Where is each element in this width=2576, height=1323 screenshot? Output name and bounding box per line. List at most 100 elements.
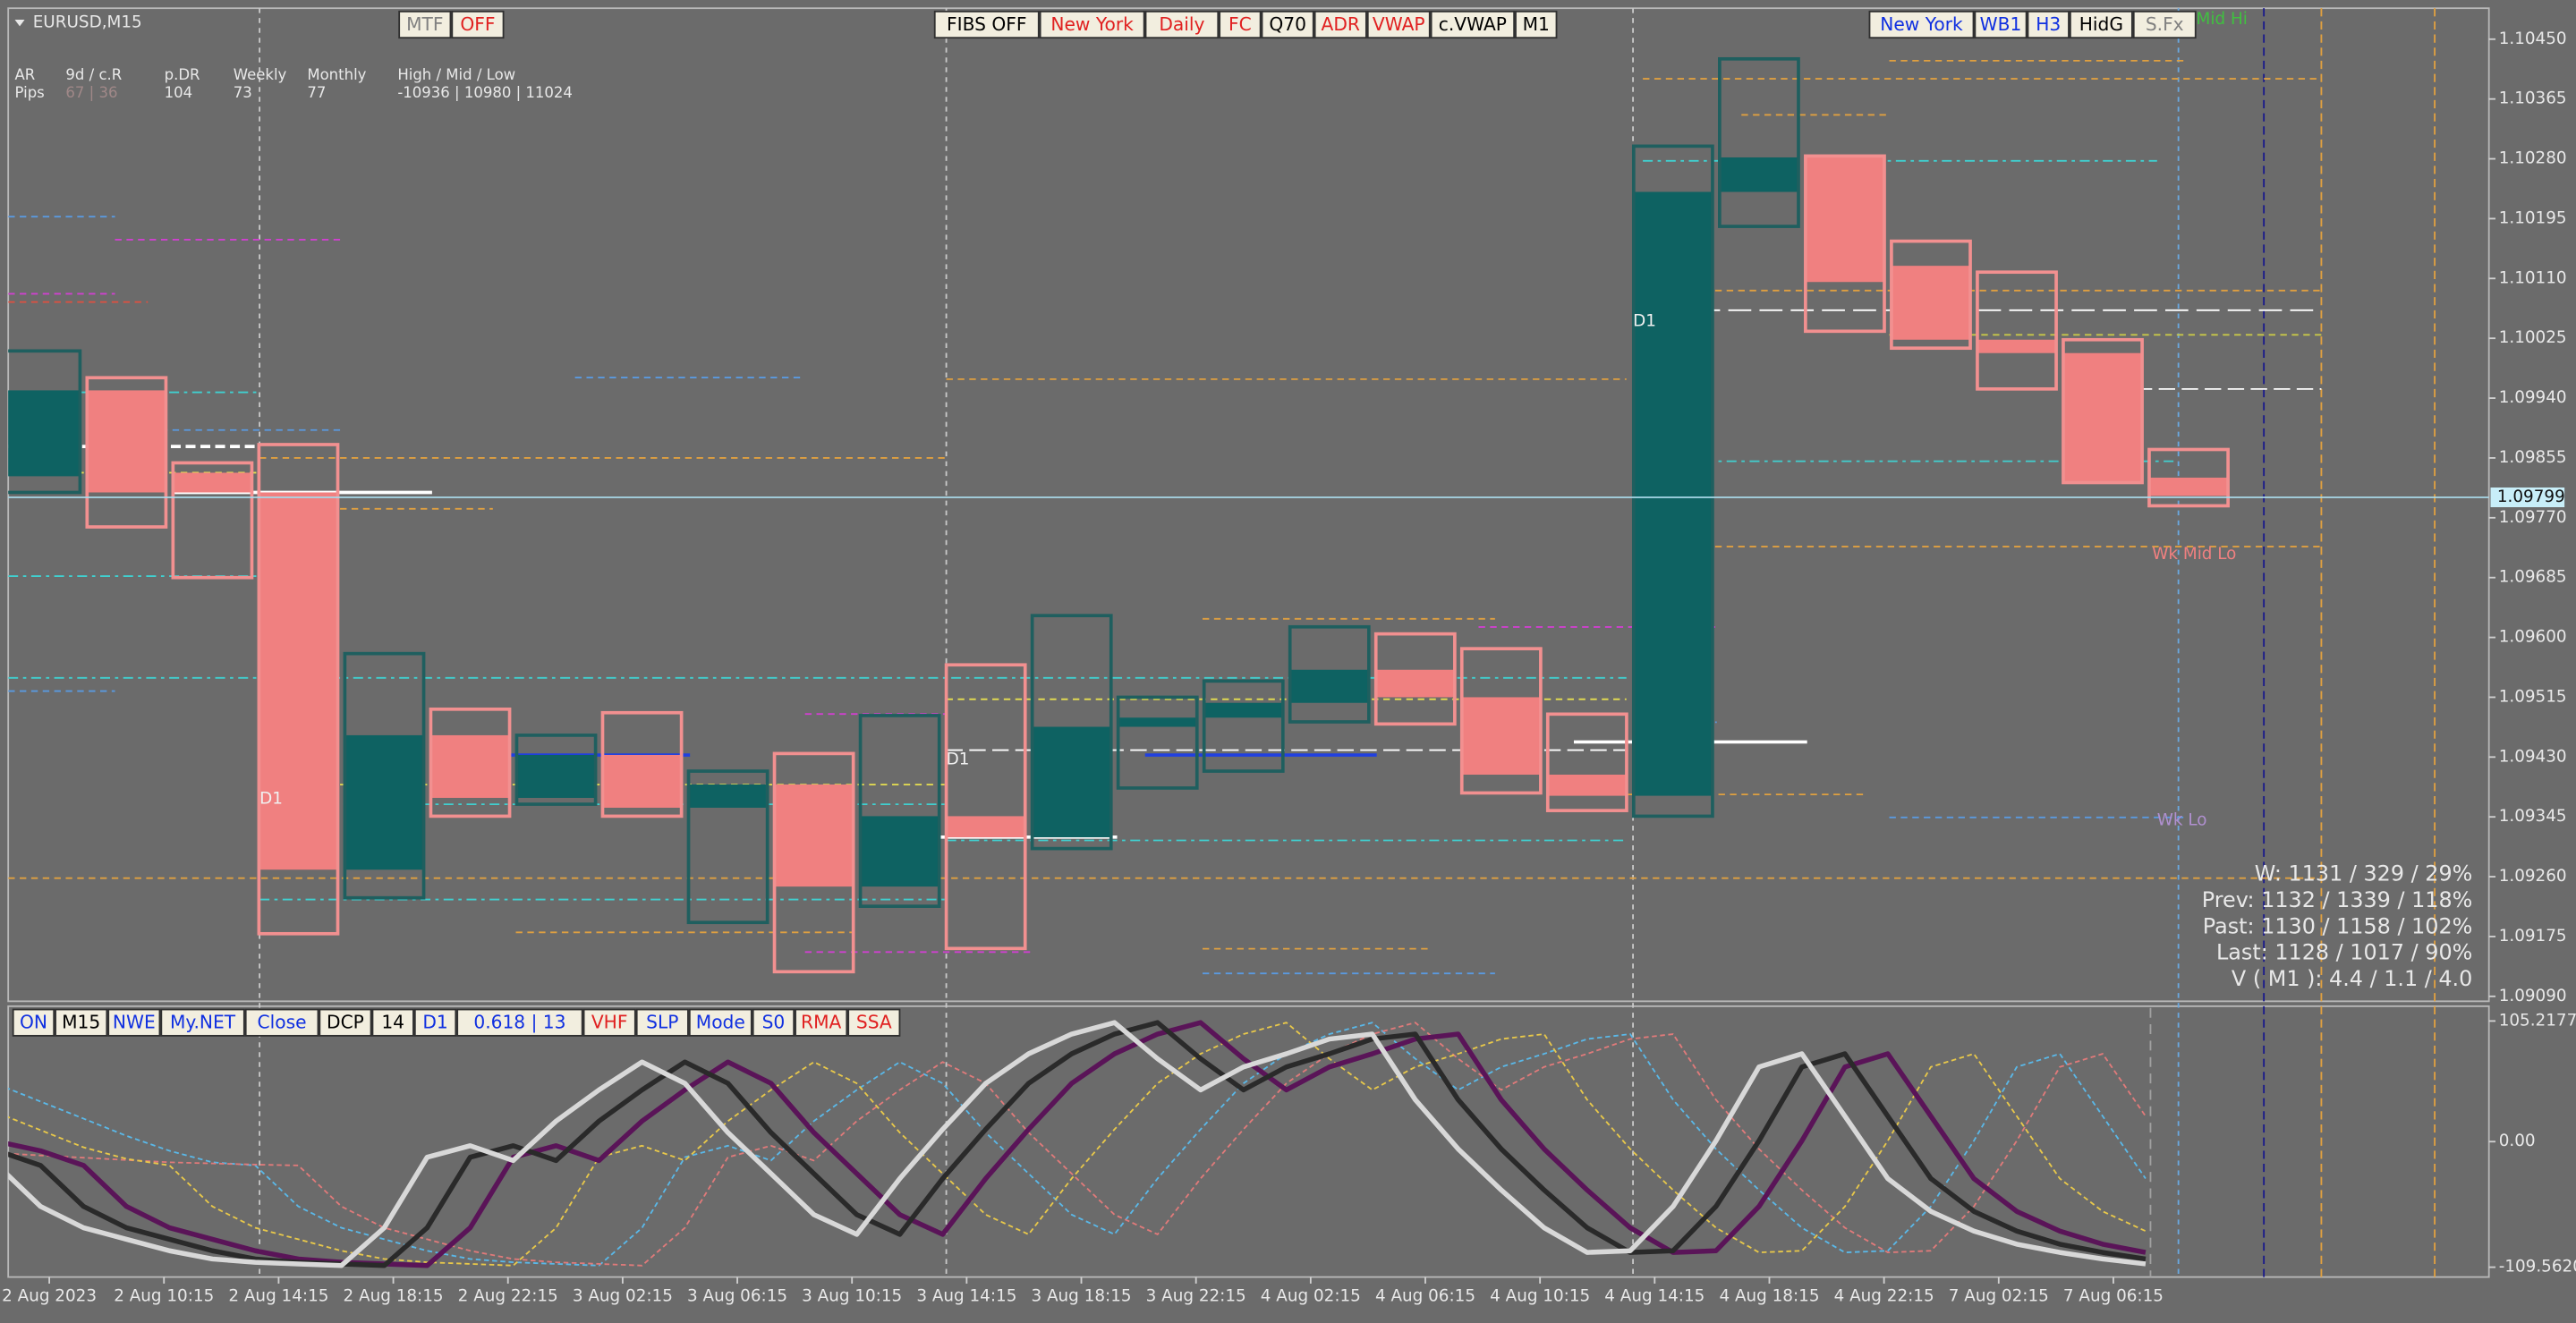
y-tick-label: 1.10280: [2499, 149, 2567, 168]
toolbar-button[interactable]: [1868, 10, 1975, 39]
toolbar-button-label[interactable]: ADR: [1322, 13, 1360, 35]
toolbar-button-label[interactable]: MTF: [406, 13, 443, 35]
toolbar-button-label[interactable]: S0: [762, 1012, 786, 1033]
candle-range: [171, 461, 254, 580]
stats-line: Past: 1130 / 1158 / 102%: [2203, 913, 2473, 938]
toolbar-button[interactable]: [688, 1008, 752, 1037]
chart-annotation: Wk Mid Lo: [2152, 545, 2236, 564]
toolbar-button[interactable]: [456, 1008, 583, 1037]
toolbar-button[interactable]: [1219, 10, 1262, 39]
candle-range: [2062, 337, 2144, 485]
toolbar-button-label[interactable]: SLP: [646, 1012, 678, 1033]
toolbar-button[interactable]: [1314, 10, 1367, 39]
toolbar-button[interactable]: [582, 1008, 636, 1037]
toolbar-button[interactable]: [635, 1008, 689, 1037]
x-tick-label: 4 Aug 06:15: [1375, 1287, 1475, 1306]
x-tick-label: 2 Aug 2023: [2, 1287, 97, 1306]
toolbar-button[interactable]: [398, 10, 452, 39]
toolbar-button-label[interactable]: 14: [381, 1012, 404, 1033]
candle-range: [1288, 624, 1371, 724]
toolbar-button-label[interactable]: VHF: [591, 1012, 628, 1033]
y-tick-label: 1.10110: [2499, 268, 2567, 287]
toolbar-button[interactable]: [847, 1008, 901, 1037]
candle-body: [1118, 717, 1197, 727]
toolbar-button[interactable]: [1515, 10, 1558, 39]
x-tick-label: 3 Aug 14:15: [916, 1287, 1016, 1306]
toolbar-button-label[interactable]: D1: [422, 1012, 447, 1033]
toolbar-button-label[interactable]: NWE: [113, 1012, 156, 1033]
toolbar-button[interactable]: [933, 10, 1040, 39]
toolbar-button-label[interactable]: 0.618 | 13: [473, 1012, 565, 1033]
toolbar-button-label[interactable]: SSA: [856, 1012, 892, 1033]
toolbar-button[interactable]: [12, 1008, 55, 1037]
candle-range: [85, 376, 168, 529]
info-value: 73: [234, 84, 252, 101]
toolbar-button-label[interactable]: ON: [20, 1012, 47, 1033]
toolbar-button-label[interactable]: FIBS OFF: [947, 13, 1026, 35]
toolbar-button-label[interactable]: Q70: [1269, 13, 1306, 35]
toolbar-button-label[interactable]: M15: [62, 1012, 100, 1033]
toolbar-button-label[interactable]: New York: [1880, 13, 1963, 35]
x-tick-label: 2 Aug 22:15: [458, 1287, 558, 1306]
toolbar-button-label[interactable]: WB1: [1980, 13, 2022, 35]
toolbar-button[interactable]: [413, 1008, 457, 1037]
toolbar-button[interactable]: [55, 1008, 108, 1037]
toolbar-button[interactable]: [107, 1008, 161, 1037]
main-frame: [7, 7, 2490, 1003]
toolbar-button-label[interactable]: Close: [258, 1012, 307, 1033]
stats-line: Prev: 1132 / 1339 / 118%: [2202, 887, 2473, 912]
x-tick-label: 3 Aug 22:15: [1146, 1287, 1246, 1306]
toolbar-button[interactable]: [2069, 10, 2133, 39]
y-tick-label: 1.09685: [2499, 568, 2567, 587]
collapse-icon[interactable]: [14, 20, 25, 27]
osc-y-tick-label: 0.00: [2499, 1132, 2536, 1150]
toolbar-button[interactable]: [371, 1008, 414, 1037]
x-tick-label: 4 Aug 18:15: [1719, 1287, 1819, 1306]
toolbar-button-label[interactable]: Daily: [1159, 13, 1204, 35]
toolbar-button-label[interactable]: VWAP: [1373, 13, 1425, 35]
toolbar-button[interactable]: [1974, 10, 2028, 39]
osc-line: [8, 1022, 2147, 1267]
toolbar-button-label[interactable]: S.Fx: [2146, 13, 2184, 35]
toolbar-button-label[interactable]: HidG: [2079, 13, 2123, 35]
x-tick-label: 7 Aug 02:15: [1949, 1287, 2049, 1306]
toolbar-button-label[interactable]: H3: [2036, 13, 2061, 35]
toolbar-button-label[interactable]: RMA: [801, 1012, 841, 1033]
toolbar-button-label[interactable]: New York: [1050, 13, 1134, 35]
x-tick-label: 3 Aug 10:15: [802, 1287, 902, 1306]
toolbar-button[interactable]: [1144, 10, 1220, 39]
toolbar-button-label[interactable]: My.NET: [170, 1012, 236, 1033]
y-tick-label: 1.10450: [2499, 30, 2567, 48]
toolbar-button-label[interactable]: DCP: [327, 1012, 364, 1033]
toolbar-button[interactable]: [1039, 10, 1145, 39]
toolbar-button[interactable]: [2027, 10, 2070, 39]
toolbar-button-label[interactable]: c.VWAP: [1439, 13, 1507, 35]
toolbar-button[interactable]: [1430, 10, 1516, 39]
candles: [8, 56, 2230, 974]
toolbar-button[interactable]: [451, 10, 505, 39]
toolbar-button-label[interactable]: Mode: [696, 1012, 745, 1033]
candle-range: [257, 443, 340, 936]
toolbar-button[interactable]: [752, 1008, 795, 1037]
osc-line: [8, 1022, 2147, 1267]
candle-range: [944, 663, 1027, 951]
toolbar-button-label[interactable]: M1: [1523, 13, 1550, 35]
x-tick-label: 4 Aug 10:15: [1490, 1287, 1590, 1306]
toolbar-button[interactable]: [2132, 10, 2197, 39]
candle-body: [1633, 191, 1713, 796]
toolbar-button[interactable]: [319, 1008, 372, 1037]
candle-range: [1890, 239, 1972, 351]
candle-body: [1375, 669, 1455, 698]
toolbar-button[interactable]: [160, 1008, 245, 1037]
x-tick-label: 3 Aug 02:15: [573, 1287, 673, 1306]
toolbar-button[interactable]: [244, 1008, 319, 1037]
chart-annotation: D1: [947, 751, 970, 769]
info-header: Monthly: [307, 66, 366, 83]
candle-range: [1373, 632, 1457, 726]
candle-body: [602, 754, 682, 808]
toolbar-button[interactable]: [1366, 10, 1431, 39]
toolbar-button-label[interactable]: FC: [1228, 13, 1252, 35]
toolbar-button[interactable]: [1261, 10, 1314, 39]
toolbar-button-label[interactable]: OFF: [460, 13, 495, 35]
toolbar-button[interactable]: [795, 1008, 848, 1037]
